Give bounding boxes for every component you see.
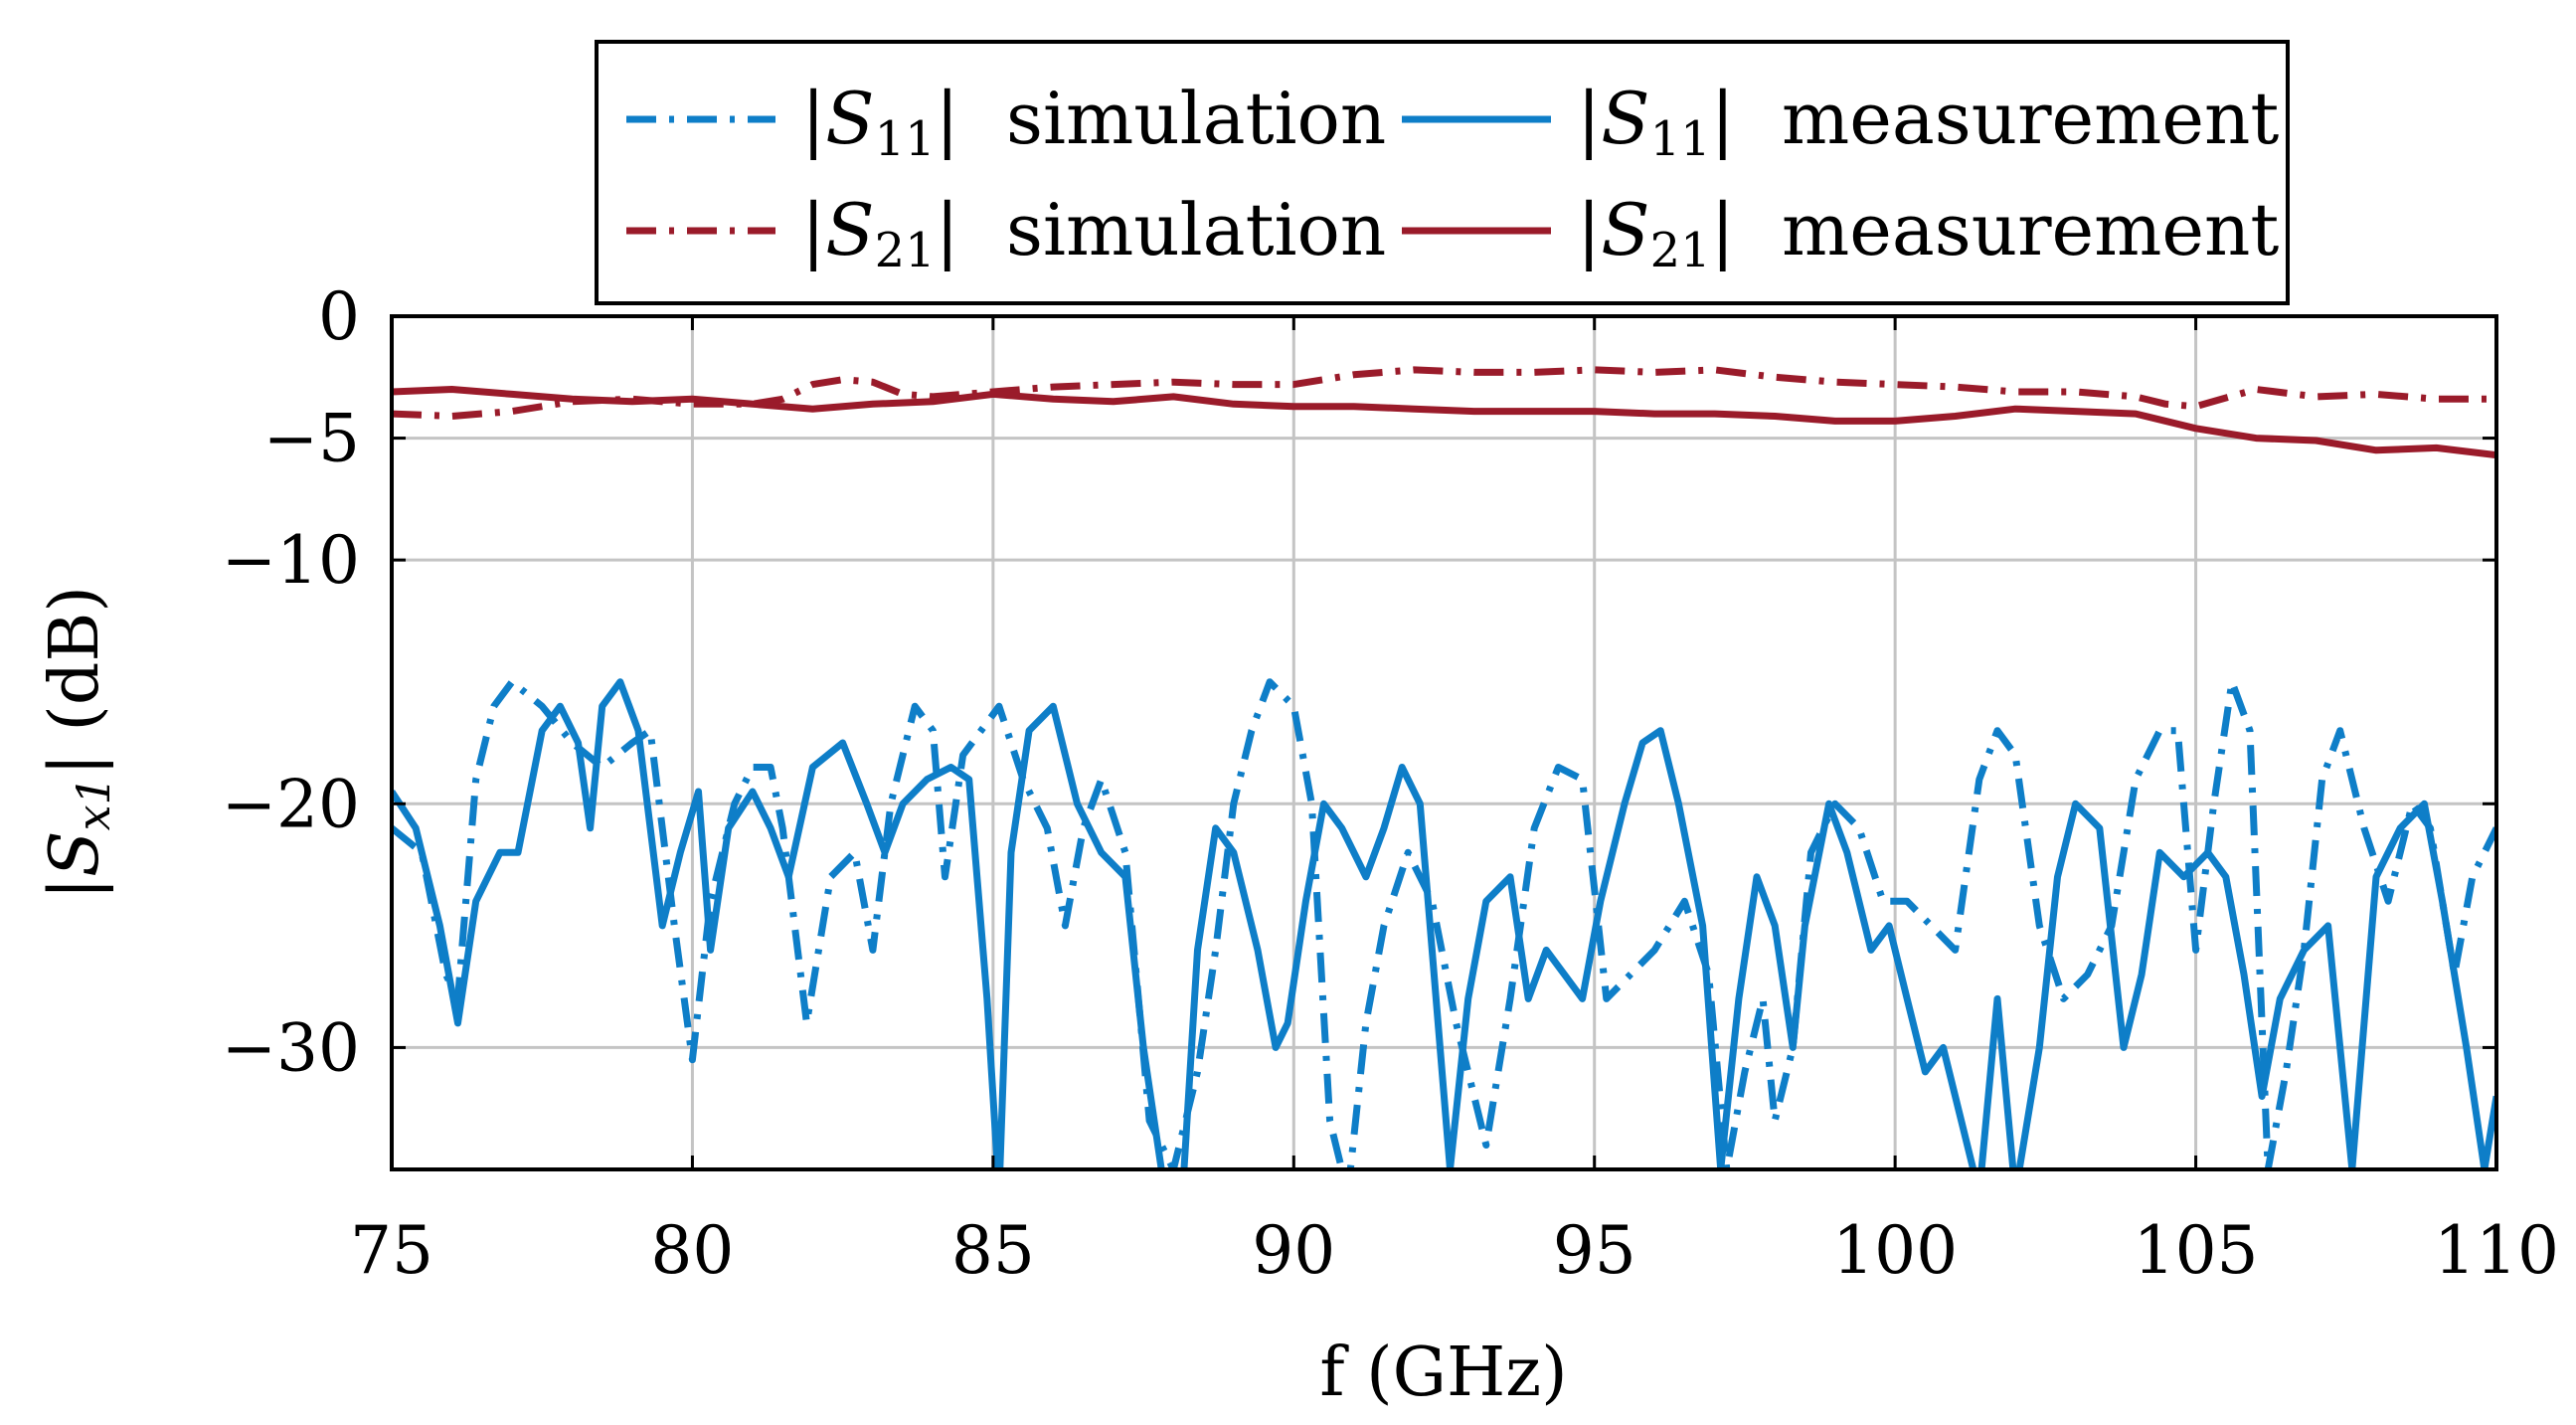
s21-simulation-line: [392, 366, 2496, 420]
x-axis-label: f (GHz): [1319, 1334, 1567, 1412]
x-tick-label: 85: [951, 1212, 1035, 1289]
y-tick-label: −30: [222, 1009, 360, 1086]
legend-label: measurement: [1782, 188, 2279, 271]
x-tick-label: 75: [350, 1212, 433, 1289]
legend-entry: |S21| measurement: [1402, 188, 2279, 278]
legend-param: |S11|: [801, 77, 959, 167]
y-tick-label: −5: [263, 401, 360, 477]
legend-entry: |S11| simulation: [626, 77, 1386, 167]
y-tick-label: −10: [222, 522, 360, 599]
legend: |S11| simulation |S11| measurement |S21| simu…: [595, 40, 2290, 305]
s11-simulation-line: [392, 678, 2496, 1169]
s11-measurement-line: [392, 678, 2496, 1169]
plot-frame: [390, 314, 2498, 1171]
legend-box: [595, 40, 2290, 305]
ticks: 75 80 85 90 95 100 105 110 0 −5 −10 −20 −30: [222, 278, 2559, 1289]
x-tick-label: 90: [1252, 1212, 1335, 1289]
y-tick-label: −20: [222, 766, 360, 842]
x-tick-label: 105: [2134, 1212, 2259, 1289]
legend-param: |S21|: [801, 188, 959, 278]
x-tick-label: 100: [1832, 1212, 1958, 1289]
y-axis-label: |Sx1| (dB): [36, 586, 120, 900]
legend-label: measurement: [1782, 77, 2279, 160]
legend-label: simulation: [1006, 77, 1386, 160]
y-tick-label: 0: [318, 278, 360, 355]
legend-param: |S11|: [1577, 77, 1735, 167]
x-tick-label: 95: [1553, 1212, 1636, 1289]
legend-label: simulation: [1006, 188, 1386, 271]
legend-entry: |S21| simulation: [626, 188, 1386, 278]
legend-param: |S21|: [1577, 188, 1735, 278]
series-layer: [392, 366, 2496, 1169]
legend-entry: |S11| measurement: [1402, 77, 2279, 167]
x-tick-label: 80: [650, 1212, 734, 1289]
x-tick-label: 110: [2434, 1212, 2559, 1289]
s21-measurement-line: [392, 386, 2496, 459]
